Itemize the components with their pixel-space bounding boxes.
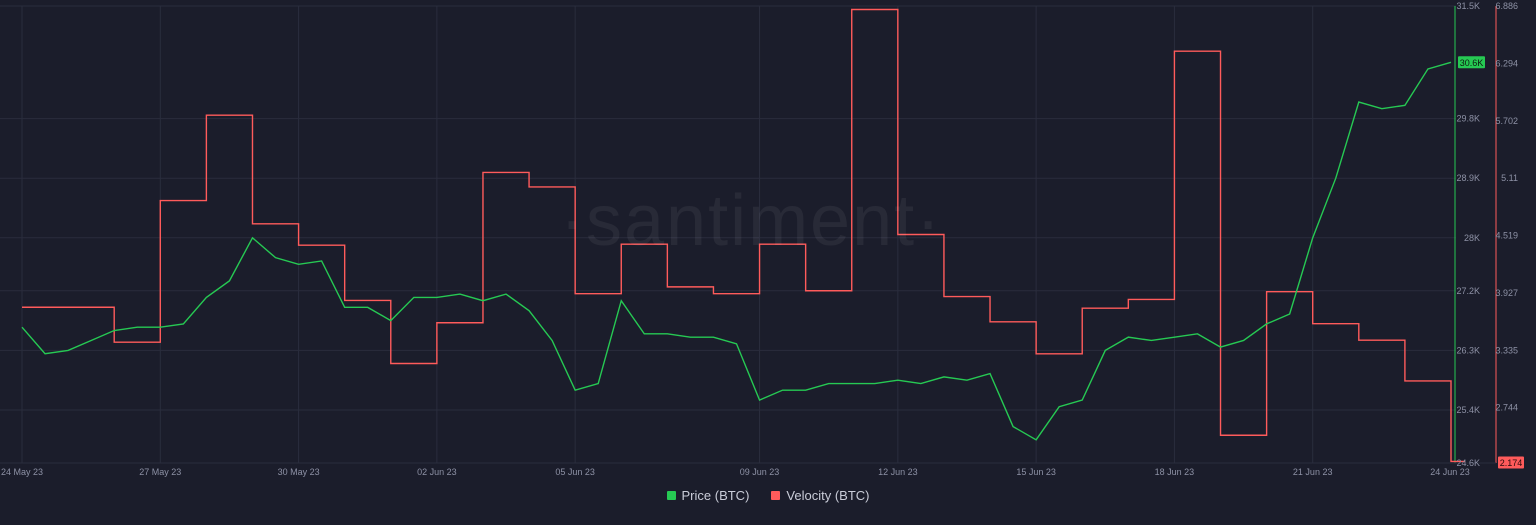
label-layer: 24 May 23 27 May 23 30 May 23 02 Jun 23 05 J…: [1, 1, 1524, 477]
x-tick-label: 12 Jun 23: [878, 467, 918, 477]
series-line-price: [21, 61, 1452, 441]
velocity-current-badge: [1498, 456, 1524, 469]
x-tick-label: 27 May 23: [139, 467, 181, 477]
x-tick-label: 30 May 23: [278, 467, 320, 477]
x-tick-label: 21 Jun 23: [1293, 467, 1333, 477]
velocity-tick-label: 6.886: [1495, 1, 1518, 11]
velocity-tick-label: 3.927: [1495, 288, 1518, 298]
x-tick-label: 09 Jun 23: [740, 467, 780, 477]
x-tick-label: 18 Jun 23: [1155, 467, 1195, 477]
velocity-tick-label: 6.294: [1495, 58, 1518, 68]
price-tick-label: 25.4K: [1456, 405, 1480, 415]
x-tick-label: 24 Jun 23: [1430, 467, 1470, 477]
legend-item-price[interactable]: Price (BTC): [666, 488, 750, 503]
x-tick-label: 02 Jun 23: [417, 467, 457, 477]
x-tick-label: 15 Jun 23: [1016, 467, 1056, 477]
chart-legend: Price (BTC) Velocity (BTC): [0, 488, 1536, 503]
legend-item-velocity[interactable]: Velocity (BTC): [771, 488, 869, 503]
legend-label-price: Price (BTC): [681, 488, 750, 503]
velocity-tick-label: 3.335: [1495, 345, 1518, 355]
price-tick-label: 27.2K: [1456, 286, 1480, 296]
velocity-tick-label: 5.702: [1495, 116, 1518, 126]
price-current-label: 30.6K: [1460, 58, 1484, 68]
price-tick-label: 28K: [1464, 233, 1480, 243]
velocity-tick-label: 5.11: [1501, 173, 1518, 183]
legend-swatch-price: [666, 491, 676, 500]
price-tick-label: 31.5K: [1456, 1, 1480, 11]
legend-label-velocity: Velocity (BTC): [786, 488, 870, 503]
x-tick-label: 05 Jun 23: [555, 467, 595, 477]
velocity-tick-label: 2.744: [1495, 403, 1518, 413]
series-line-velocity: [22, 8, 1465, 463]
velocity-current-label: 2.174: [1500, 458, 1523, 468]
x-tick-label: 24 May 23: [1, 467, 43, 477]
series-layer: [21, 8, 1465, 463]
velocity-tick-label: 4.519: [1495, 231, 1518, 241]
price-tick-label: 29.8K: [1456, 114, 1480, 124]
price-tick-label: 26.3K: [1456, 345, 1480, 355]
legend-swatch-velocity: [771, 491, 781, 500]
price-tick-label: 28.9K: [1456, 173, 1480, 183]
axis-layer: [0, 6, 1497, 464]
price-tick-label: 24.6K: [1456, 458, 1480, 468]
price-current-badge: [1458, 56, 1485, 69]
santiment-watermark: ·santiment·: [560, 181, 943, 261]
